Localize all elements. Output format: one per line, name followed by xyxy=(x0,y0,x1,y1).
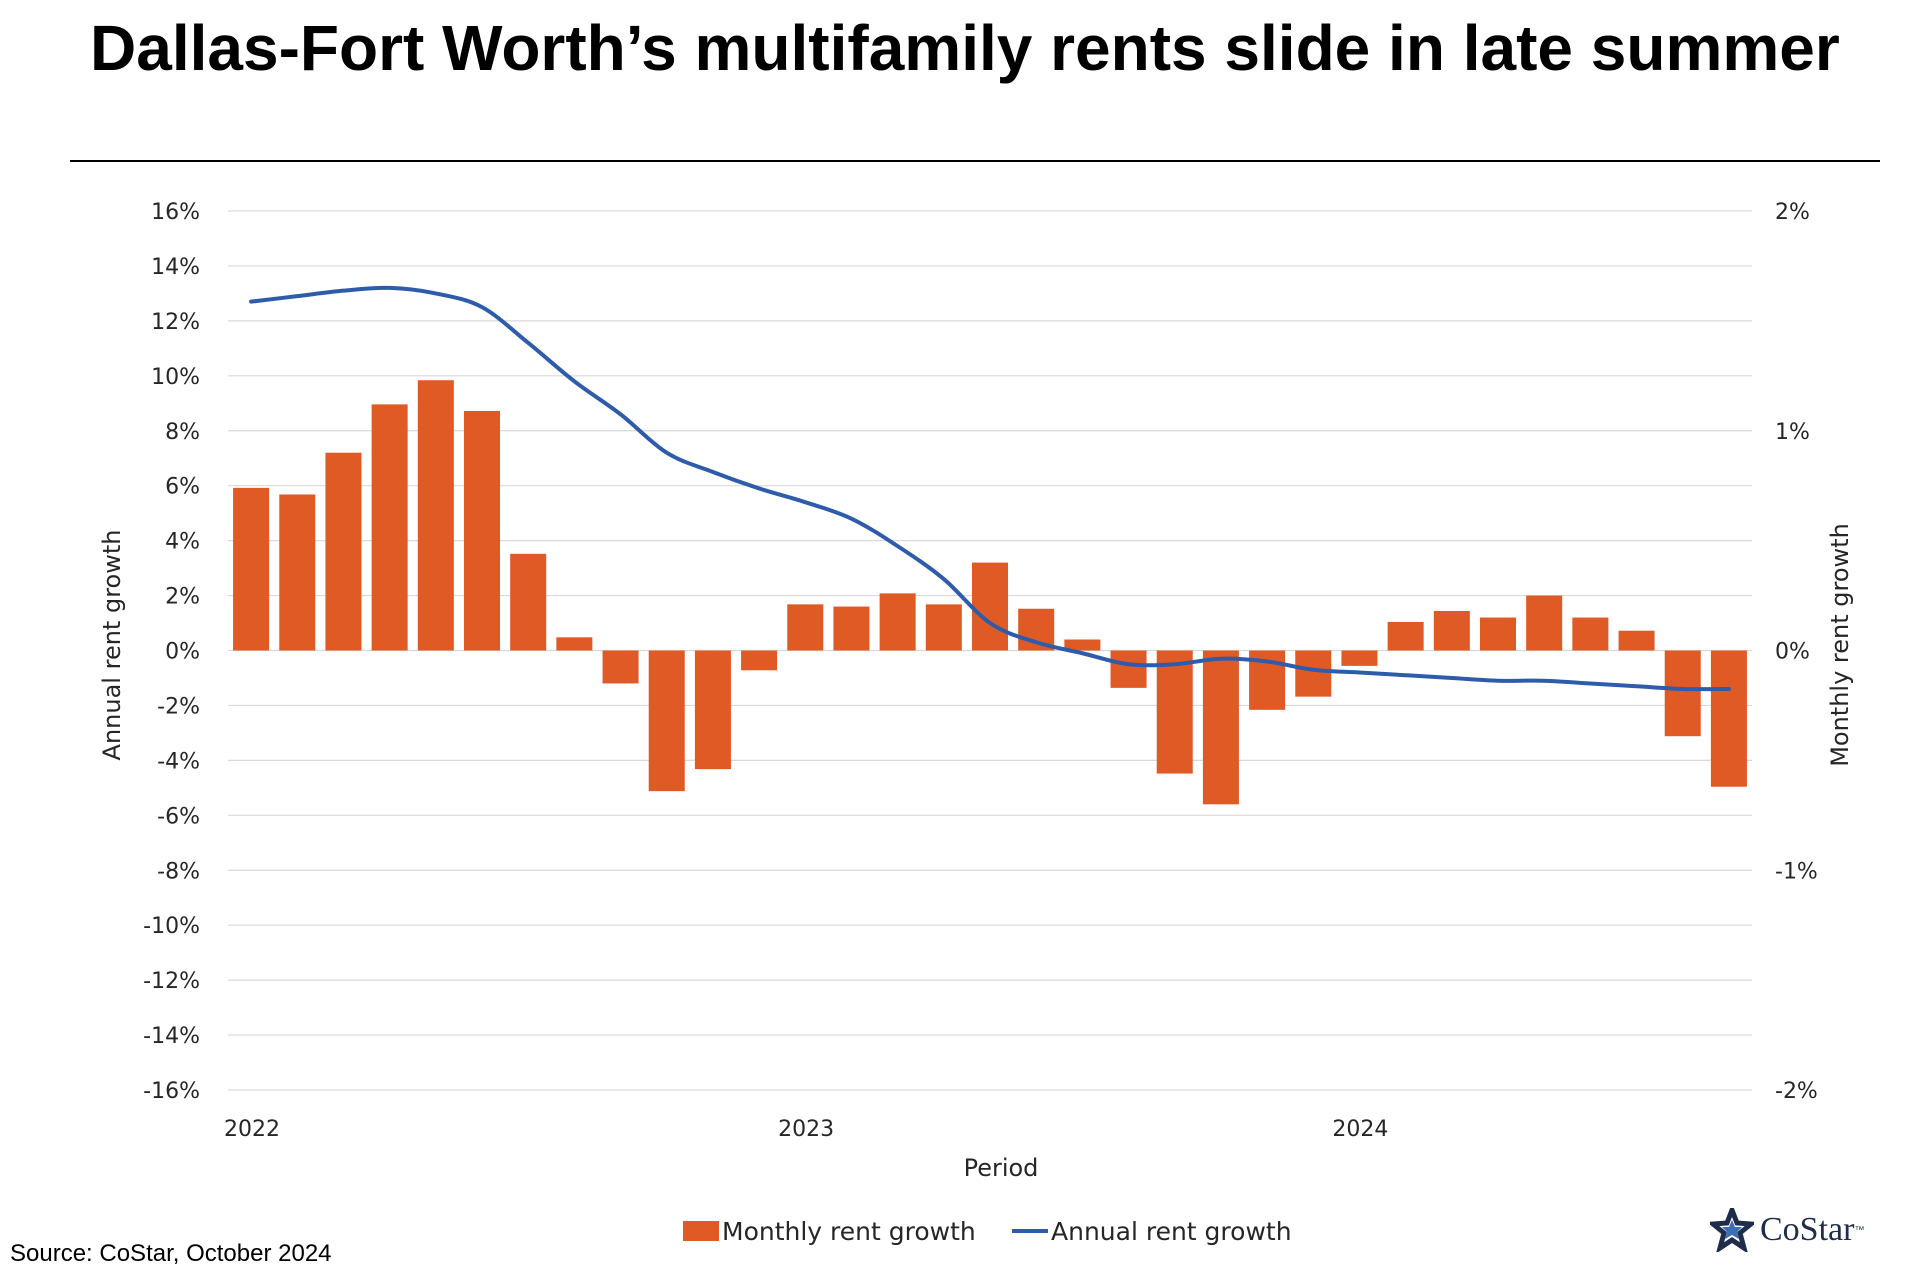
y-axis-left-label: Annual rent growth xyxy=(98,530,126,761)
y-tick-label-left: -2% xyxy=(157,694,200,719)
y-tick-label-left: 4% xyxy=(165,530,200,555)
costar-star-icon xyxy=(1710,1208,1754,1252)
left-axis-ticks: 16% 14% 12% 10% 8% 6% 4% 2% 0% -2% -4% -6% -8% -10% -1… xyxy=(143,200,200,1104)
monthly-bar xyxy=(648,650,685,792)
y-tick-label-right: 1% xyxy=(1775,420,1810,445)
monthly-bar xyxy=(417,380,454,651)
monthly-bar xyxy=(1341,650,1378,666)
x-axis-label: Period xyxy=(964,1154,1039,1182)
title-divider xyxy=(70,160,1880,162)
monthly-bar xyxy=(1295,650,1332,697)
monthly-bar xyxy=(1664,650,1701,737)
y-axis-right-label: Monthly rent growth xyxy=(1826,523,1854,767)
right-axis-ticks: 2% 1% 0% -1% -2% xyxy=(1775,200,1818,1104)
y-tick-label-left: -8% xyxy=(157,859,200,884)
monthly-bars xyxy=(233,380,1747,805)
x-tick-label: 2023 xyxy=(778,1117,834,1142)
y-tick-label-left: -16% xyxy=(143,1079,200,1104)
y-tick-label-left: 16% xyxy=(151,200,200,225)
monthly-bar xyxy=(1572,617,1609,651)
monthly-bar xyxy=(325,452,362,651)
monthly-bar xyxy=(233,487,270,651)
monthly-bar xyxy=(787,604,824,651)
annual-rent-line xyxy=(249,285,1731,692)
logo-wordmark: CoStar xyxy=(1760,1211,1855,1248)
y-tick-label-right: 0% xyxy=(1775,640,1810,665)
legend: Monthly rent growth Annual rent growth xyxy=(683,1217,1292,1246)
monthly-bar xyxy=(1710,650,1747,787)
monthly-bar xyxy=(879,593,916,651)
monthly-bar xyxy=(1156,650,1193,774)
monthly-bar xyxy=(371,404,408,651)
monthly-bar xyxy=(1110,650,1147,688)
y-tick-label-left: -14% xyxy=(143,1024,200,1049)
y-tick-label-left: 12% xyxy=(151,310,200,335)
source-note: Source: CoStar, October 2024 xyxy=(10,1240,332,1267)
monthly-bar xyxy=(741,650,778,671)
x-tick-label: 2024 xyxy=(1332,1117,1388,1142)
monthly-bar xyxy=(971,562,1009,651)
y-tick-label-right: 2% xyxy=(1775,200,1810,225)
monthly-bar xyxy=(1202,650,1239,805)
monthly-bar xyxy=(694,650,731,770)
monthly-bar xyxy=(602,650,639,684)
monthly-bar xyxy=(1526,595,1563,651)
y-tick-label-left: 0% xyxy=(165,640,200,665)
monthly-bar xyxy=(925,604,962,651)
costar-logo: CoStar ™ xyxy=(1710,1208,1864,1252)
y-tick-label-left: -10% xyxy=(143,914,200,939)
legend-monthly-swatch xyxy=(683,1221,719,1241)
y-tick-label-left: 10% xyxy=(151,365,200,390)
y-tick-label-left: -12% xyxy=(143,969,200,994)
y-tick-label-right: -1% xyxy=(1775,859,1818,884)
monthly-bar xyxy=(1479,617,1517,651)
gridlines xyxy=(228,210,1752,1091)
y-tick-label-left: 6% xyxy=(165,475,200,500)
monthly-bar xyxy=(556,637,593,651)
y-tick-label-left: 14% xyxy=(151,255,200,280)
monthly-bar xyxy=(833,606,870,651)
y-tick-label-left: -6% xyxy=(157,804,200,829)
y-tick-label-right: -2% xyxy=(1775,1079,1818,1104)
x-tick-label: 2022 xyxy=(224,1117,280,1142)
monthly-bar xyxy=(1387,621,1424,651)
chart-title: Dallas-Fort Worth’s multifamily rents sl… xyxy=(90,12,1840,84)
y-tick-label-left: -4% xyxy=(157,749,200,774)
monthly-bar xyxy=(1433,610,1470,651)
monthly-bar xyxy=(463,410,501,651)
logo-trademark: ™ xyxy=(1854,1224,1865,1236)
monthly-bar xyxy=(1618,630,1655,651)
monthly-bar xyxy=(1064,639,1101,651)
y-tick-label-left: 2% xyxy=(165,585,200,610)
monthly-bar xyxy=(510,553,547,651)
monthly-bar xyxy=(279,494,316,651)
legend-annual-label: Annual rent growth xyxy=(1051,1217,1292,1246)
y-tick-label-left: 8% xyxy=(165,420,200,445)
legend-monthly-label: Monthly rent growth xyxy=(722,1217,976,1246)
x-axis-ticks: 2022 2023 2024 xyxy=(224,1117,1388,1142)
